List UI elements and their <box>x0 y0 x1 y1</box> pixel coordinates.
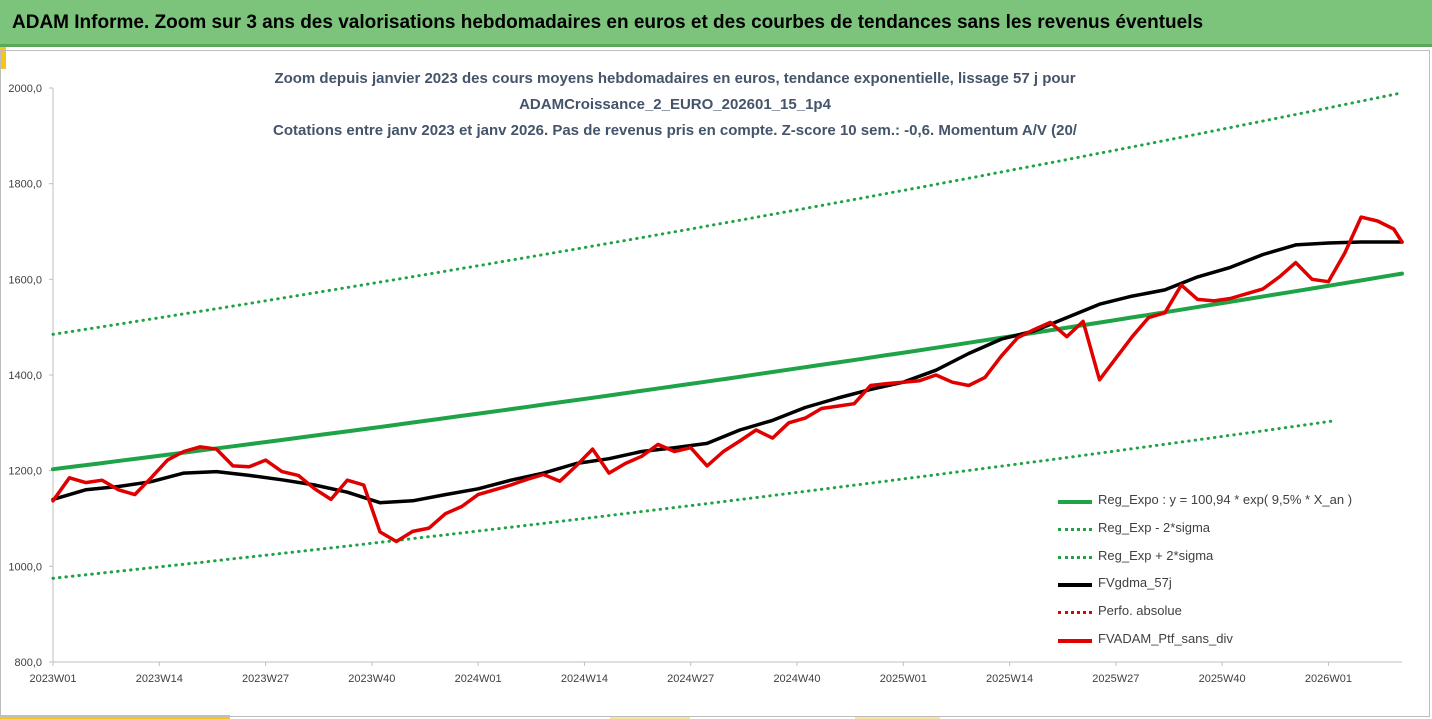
x-tick-label: 2024W01 <box>455 673 502 685</box>
series-line-2 <box>51 418 1339 580</box>
x-tick-label: 2024W27 <box>667 673 714 685</box>
chart-title-line-2: ADAMCroissance_2_EURO_202601_15_1p4 <box>519 96 831 113</box>
legend-label: Reg_Exp + 2*sigma <box>1098 547 1214 563</box>
series-line-4 <box>51 240 1404 505</box>
chart-title: Zoom depuis janvier 2023 des cours moyen… <box>160 66 1190 144</box>
y-tick-label: 1200,0 <box>8 466 42 478</box>
legend-item: FVgdma_57j <box>1058 571 1388 599</box>
x-tick-label: 2026W01 <box>1305 673 1352 685</box>
x-tick-label: 2023W14 <box>136 673 183 685</box>
x-tick-label: 2023W27 <box>242 673 289 685</box>
legend-item: Perfo. absolue <box>1058 599 1388 627</box>
legend-label: Reg_Expo : y = 100,94 * exp( 9,5% * X_an… <box>1098 492 1353 507</box>
legend-swatch <box>1058 611 1092 615</box>
series-line-6 <box>51 215 1404 544</box>
chart-title-line-1: Zoom depuis janvier 2023 des cours moyen… <box>274 70 1076 87</box>
legend-swatch <box>1058 555 1092 559</box>
legend-swatch <box>1058 527 1092 531</box>
x-tick-label: 2025W27 <box>1092 673 1139 685</box>
chart-title-line-3: Cotations entre janv 2023 et janv 2026. … <box>273 122 1077 139</box>
x-tick-label: 2025W40 <box>1199 673 1246 685</box>
legend-label: Perfo. absolue <box>1098 603 1182 619</box>
legend-swatch <box>1058 500 1092 504</box>
series-line-3 <box>51 91 1404 336</box>
series-line-1 <box>51 271 1404 472</box>
legend-item: Reg_Exp + 2*sigma <box>1058 544 1388 572</box>
y-tick-label: 800,0 <box>14 657 42 669</box>
legend-label: FVADAM_Ptf_sans_div <box>1098 630 1233 646</box>
accent-strip-bottom <box>610 716 690 719</box>
legend-label: FVgdma_57j <box>1098 575 1172 591</box>
x-tick-label: 2025W14 <box>986 673 1033 685</box>
legend-swatch <box>1058 638 1092 643</box>
y-tick-label: 1600,0 <box>8 274 42 286</box>
accent-strip-bottom-right <box>855 716 940 719</box>
x-tick-label: 2024W40 <box>773 673 820 685</box>
x-tick-label: 2025W01 <box>880 673 927 685</box>
banner-title: ADAM Informe. Zoom sur 3 ans des valoris… <box>12 12 1204 33</box>
legend-label: Reg_Exp - 2*sigma <box>1098 519 1210 535</box>
accent-corner-bottom <box>0 715 230 719</box>
x-tick-label: 2024W14 <box>561 673 608 685</box>
y-tick-label: 2000,0 <box>8 83 42 95</box>
chart-legend: Reg_Expo : y = 100,94 * exp( 9,5% * X_an… <box>1058 488 1388 655</box>
legend-item: Reg_Exp - 2*sigma <box>1058 516 1388 544</box>
y-tick-label: 1000,0 <box>8 561 42 573</box>
report-banner: ADAM Informe. Zoom sur 3 ans des valoris… <box>0 0 1432 47</box>
x-tick-label: 2023W40 <box>348 673 395 685</box>
accent-corner-left <box>0 47 6 69</box>
legend-item: FVADAM_Ptf_sans_div <box>1058 627 1388 655</box>
legend-swatch <box>1058 583 1092 588</box>
chart-frame <box>0 50 1430 717</box>
y-tick-label: 1400,0 <box>8 370 42 382</box>
x-tick-label: 2023W01 <box>29 673 76 685</box>
legend-item: Reg_Expo : y = 100,94 * exp( 9,5% * X_an… <box>1058 488 1388 516</box>
y-tick-label: 1800,0 <box>8 179 42 191</box>
